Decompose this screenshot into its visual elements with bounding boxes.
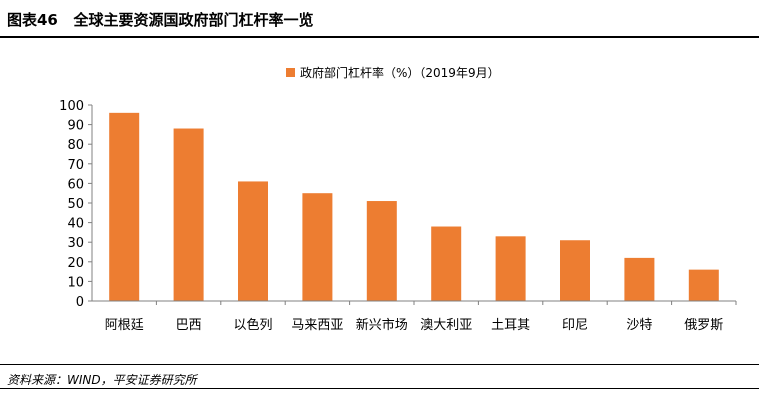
footer-rule-bottom <box>0 388 759 389</box>
y-tick-label: 0 <box>76 295 84 310</box>
y-tick-label: 60 <box>67 177 84 192</box>
x-axis: 阿根廷 巴西 以色列 马来西亚 新兴市场 澳大利亚 土耳其 印尼 沙特 俄罗斯 <box>92 300 737 333</box>
y-tick-label: 100 <box>59 99 84 114</box>
y-tick-label: 10 <box>67 275 84 290</box>
legend: 政府部门杠杆率（%）（2019年9月） <box>286 65 500 80</box>
bar <box>173 128 204 301</box>
x-category-label: 巴西 <box>176 318 202 333</box>
y-axis: 0 10 20 30 40 50 60 70 80 90 100 <box>59 99 93 310</box>
bar <box>495 236 526 301</box>
exhibit-label: 图表46 <box>7 11 58 29</box>
x-category-label: 以色列 <box>233 317 272 333</box>
x-category-label: 俄罗斯 <box>684 318 723 333</box>
x-category-label: 土耳其 <box>491 318 530 333</box>
x-category-label: 印尼 <box>562 318 588 333</box>
y-tick-label: 70 <box>67 158 84 173</box>
chart-title: 全球主要资源国政府部门杠杆率一览 <box>73 11 314 29</box>
y-tick-label: 20 <box>67 256 84 271</box>
bar <box>688 269 719 301</box>
y-tick-label: 80 <box>67 138 84 153</box>
bar <box>109 112 140 301</box>
legend-label: 政府部门杠杆率（%）（2019年9月） <box>300 65 500 80</box>
legend-swatch <box>286 68 295 77</box>
bar-chart: 政府部门杠杆率（%）（2019年9月） 0 10 20 30 40 50 60 70 80 90 1… <box>59 65 737 333</box>
bar <box>238 181 268 301</box>
y-tick-label: 90 <box>67 119 84 134</box>
bars <box>109 112 719 301</box>
x-category-label: 阿根廷 <box>105 318 144 333</box>
x-category-label: 澳大利亚 <box>420 317 472 333</box>
y-tick-label: 50 <box>67 197 84 212</box>
bar <box>431 226 462 301</box>
x-category-label: 沙特 <box>626 318 652 333</box>
x-category-label: 新兴市场 <box>356 317 408 333</box>
source-note: 资料来源：WIND，平安证券研究所 <box>7 373 197 387</box>
y-tick-label: 30 <box>67 236 84 251</box>
exhibit-title: 图表46 全球主要资源国政府部门杠杆率一览 <box>7 9 314 30</box>
y-tick-label: 40 <box>67 217 84 232</box>
bar <box>366 201 397 301</box>
bar <box>302 193 333 301</box>
exhibit-header: 图表46 全球主要资源国政府部门杠杆率一览 <box>0 0 759 36</box>
header-rule <box>0 36 759 38</box>
x-category-label: 马来西亚 <box>291 318 343 333</box>
footer-rule <box>0 364 759 365</box>
bar <box>560 240 590 301</box>
bar <box>624 257 655 301</box>
